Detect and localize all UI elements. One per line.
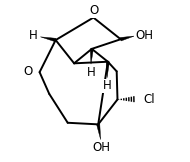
Text: OH: OH bbox=[92, 141, 110, 154]
Polygon shape bbox=[106, 62, 109, 78]
Polygon shape bbox=[97, 124, 101, 140]
Polygon shape bbox=[120, 36, 134, 41]
Text: H: H bbox=[87, 66, 95, 79]
Polygon shape bbox=[40, 37, 56, 42]
Text: O: O bbox=[23, 65, 33, 78]
Text: OH: OH bbox=[135, 29, 153, 42]
Text: Cl: Cl bbox=[143, 93, 155, 106]
Text: O: O bbox=[89, 4, 98, 17]
Polygon shape bbox=[90, 49, 93, 64]
Text: H: H bbox=[29, 29, 38, 42]
Text: H: H bbox=[103, 79, 111, 92]
